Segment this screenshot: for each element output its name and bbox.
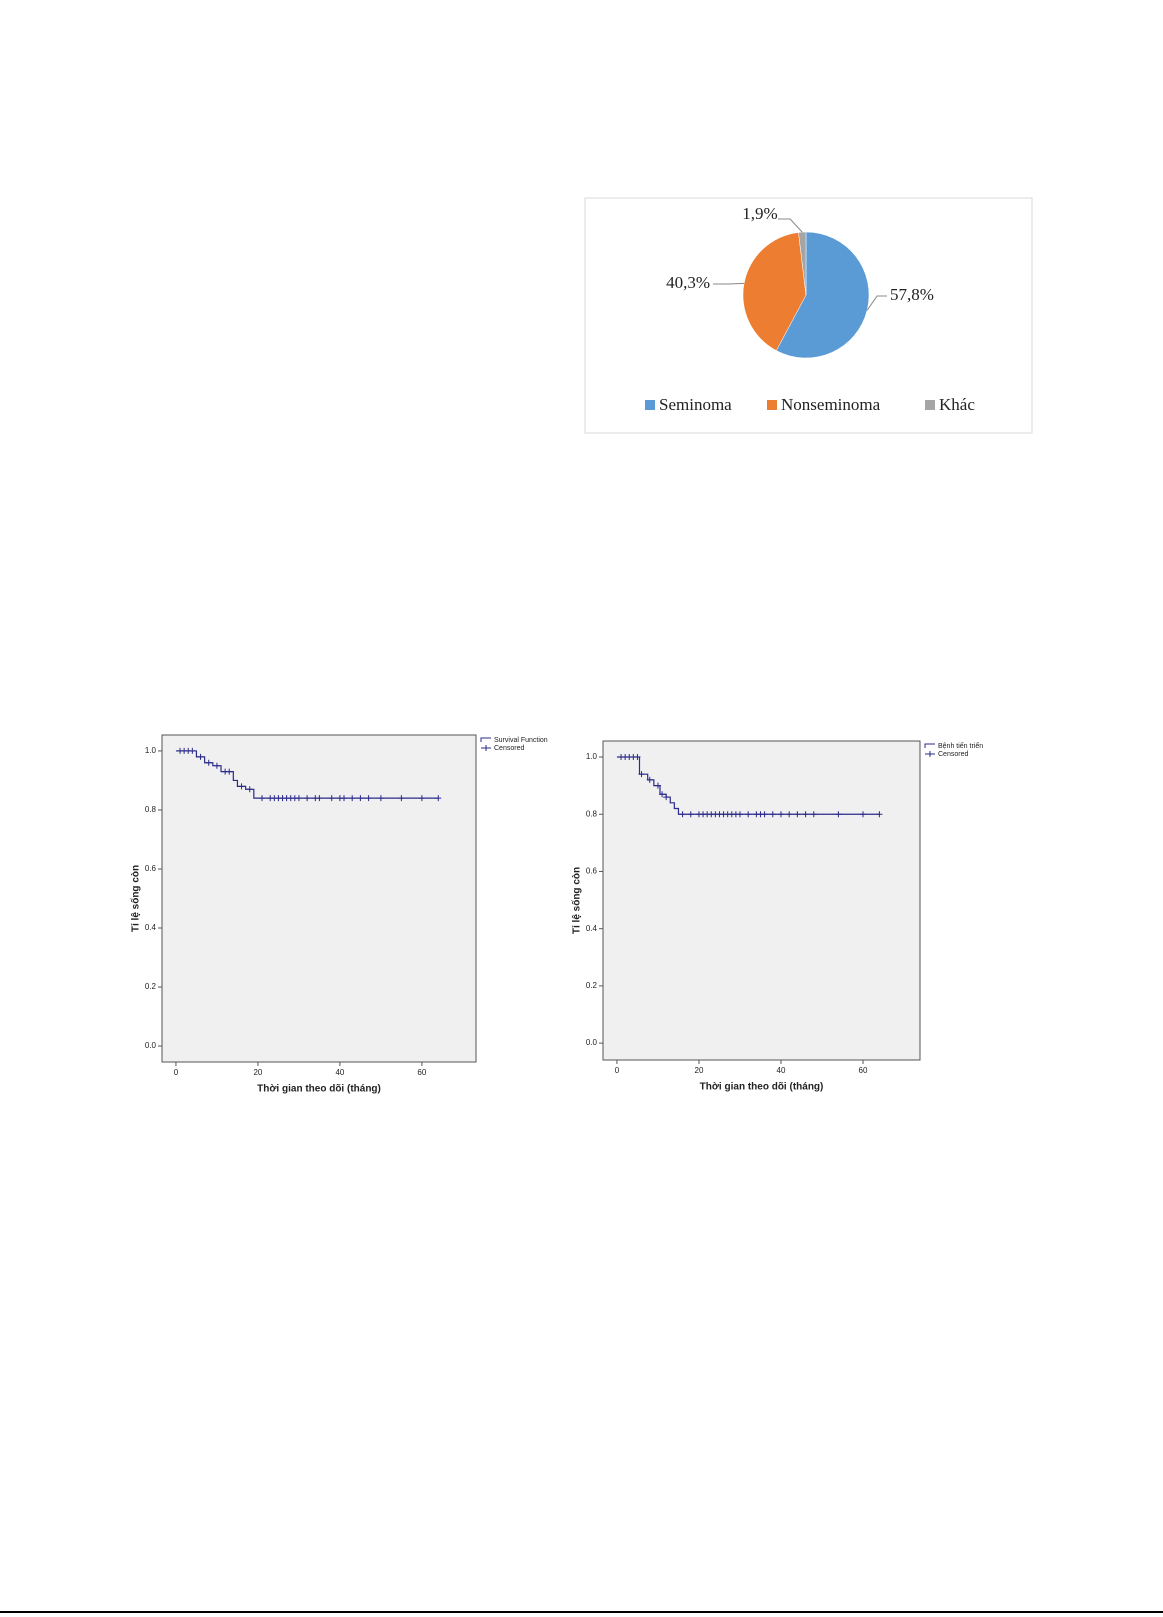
censor-mark (736, 811, 743, 818)
censor-mark (328, 795, 335, 802)
x-tick-label: 40 (777, 1066, 786, 1075)
leader-line (713, 282, 745, 285)
y-tick-label: 0.6 (145, 864, 157, 873)
y-tick-label: 0.8 (586, 809, 598, 818)
censor-mark (745, 811, 752, 818)
censor-mark (761, 811, 768, 818)
pie-slice (742, 232, 807, 351)
censor-mark (663, 794, 670, 801)
y-tick-label: 0.4 (586, 924, 598, 933)
censor-mark (659, 791, 666, 798)
y-tick-label: 1.0 (145, 746, 157, 755)
x-tick-label: 40 (335, 1068, 344, 1077)
censor-mark (316, 795, 323, 802)
censor-mark (802, 811, 809, 818)
x-tick-label: 20 (253, 1068, 262, 1077)
x-axis-label: Thời gian theo dõi (tháng) (257, 1084, 381, 1095)
legend-swatch (645, 400, 655, 410)
y-tick-label: 0.2 (586, 981, 598, 990)
legend-symbol (480, 737, 491, 742)
legend-symbol (924, 743, 935, 748)
x-tick-label: 0 (615, 1066, 620, 1075)
censor-mark (769, 811, 776, 818)
y-axis-label: Tỉ lệ sống còn (571, 867, 583, 934)
y-tick-label: 0.0 (586, 1038, 598, 1047)
censor-mark (634, 754, 641, 761)
leader-line (778, 218, 803, 233)
censor-mark (638, 771, 645, 778)
censor-mark (189, 747, 196, 754)
y-tick-label: 0.8 (145, 805, 157, 814)
censor-mark (418, 795, 425, 802)
censor-mark (341, 795, 348, 802)
censor-mark (357, 795, 364, 802)
x-tick-label: 0 (174, 1068, 179, 1077)
legend-label: Nonseminoma (781, 395, 881, 414)
censor-mark (197, 753, 204, 760)
x-tick-label: 60 (417, 1068, 426, 1077)
censor-mark (646, 776, 653, 783)
censor-mark (226, 768, 233, 775)
censor-mark (654, 782, 661, 789)
censor-mark (876, 811, 883, 818)
x-tick-label: 20 (695, 1066, 704, 1075)
censor-mark (213, 762, 220, 769)
censor-mark (259, 795, 266, 802)
censor-mark (679, 811, 686, 818)
censor-mark (859, 811, 866, 818)
legend-label: Seminoma (659, 395, 732, 414)
censor-mark (295, 795, 302, 802)
censor-mark (810, 811, 817, 818)
censor-mark (205, 759, 212, 766)
leader-line (866, 295, 887, 311)
legend-label: Bệnh tiến triển (938, 741, 983, 750)
censor-mark (238, 783, 245, 790)
censor-mark (786, 811, 793, 818)
pie-slice (776, 231, 870, 359)
y-tick-label: 0.2 (145, 982, 157, 991)
censor-mark (246, 786, 253, 793)
censor-mark (687, 811, 694, 818)
censor-mark (377, 795, 384, 802)
plot-area (161, 734, 477, 1063)
x-tick-label: 60 (859, 1066, 868, 1075)
data-label: 40,3% (666, 273, 710, 292)
censor-mark (365, 795, 372, 802)
legend-label: Censored (938, 751, 968, 758)
censor-mark (304, 795, 311, 802)
y-axis-label: Tỉ lệ sống còn (130, 865, 142, 932)
data-label: 57,8% (890, 285, 934, 304)
legend-label: Khác (939, 395, 975, 414)
censor-mark (794, 811, 801, 818)
y-tick-label: 1.0 (586, 752, 598, 761)
y-tick-label: 0.6 (586, 867, 598, 876)
censor-mark (435, 795, 442, 802)
censor-mark (349, 795, 356, 802)
censor-mark (835, 811, 842, 818)
censor-mark (398, 795, 405, 802)
y-tick-label: 0.4 (145, 923, 157, 932)
legend-swatch (767, 400, 777, 410)
legend-label: Survival Function (494, 737, 548, 744)
data-label: 1,9% (742, 204, 777, 223)
legend-symbol (481, 745, 491, 751)
censor-mark (777, 811, 784, 818)
x-axis-label: Thời gian theo dõi (tháng) (700, 1082, 824, 1093)
legend-swatch (925, 400, 935, 410)
plot-area (602, 740, 921, 1061)
y-tick-label: 0.0 (145, 1041, 157, 1050)
legend-label: Censored (494, 745, 524, 752)
legend-symbol (925, 751, 935, 757)
